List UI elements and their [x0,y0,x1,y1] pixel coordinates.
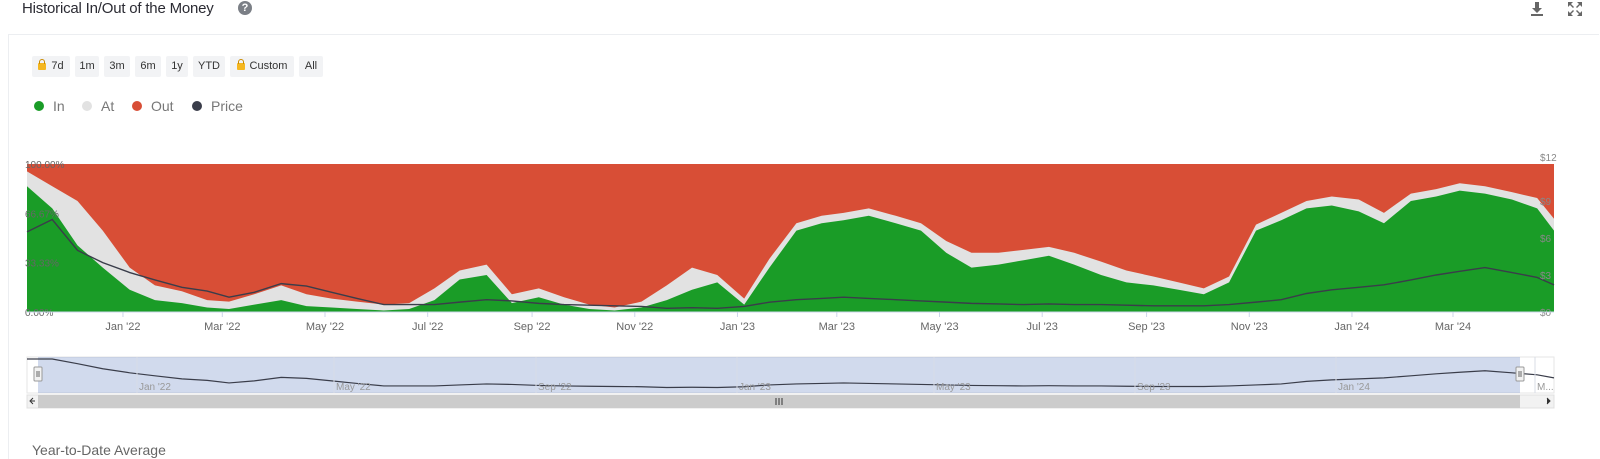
navigator-right-handle[interactable] [1515,366,1525,382]
navigator-tick-label: Sep '23 [1137,382,1171,393]
range-button-label: 6m [140,60,156,72]
legend-label: In [53,98,65,114]
chart-panel [8,34,1599,459]
legend-dot-icon [192,101,202,111]
y-right-tick-label: $6 [1540,234,1552,245]
range-button-ytd[interactable]: YTD [193,56,225,77]
in-area [27,186,1554,312]
legend-label: Out [151,98,174,114]
x-tick-label: Mar '24 [1435,321,1471,333]
range-button-label: 7d [51,60,64,72]
y-left-tick-label: 33.33% [25,259,59,270]
x-tick-label: Jul '22 [412,321,443,333]
legend-label: Price [211,98,243,114]
y-left-tick-label: 100.00% [25,160,65,171]
x-tick-label: Jul '23 [1026,321,1057,333]
navigator-tick-label: May '22 [336,382,371,393]
range-button-label: YTD [198,60,220,72]
navigator[interactable]: Jan '22 May '22 Sep '22 Jan '23 May '23 Sep '… [26,356,1555,394]
range-button-label: 3m [109,60,125,72]
navigator-tick-label: Jan '24 [1338,382,1370,393]
navigator-tick-label: M... [1537,382,1554,393]
range-button-all[interactable]: All [299,56,323,77]
x-tick-label: Jan '22 [105,321,140,333]
navigator-tick-label: May '23 [936,382,971,393]
y-right-tick-label: $12 [1540,153,1557,164]
y-right-tick-label: $3 [1540,271,1552,282]
x-tick-label: Mar '22 [204,321,240,333]
x-tick-label: May '22 [306,321,344,333]
legend-dot-icon [34,101,44,111]
x-tick-label: Sep '22 [514,321,551,333]
range-button-1m[interactable]: 1m [75,56,99,77]
scroll-right-arrow-icon[interactable] [1546,397,1551,405]
legend-label: At [101,98,115,114]
x-tick-label: May '23 [920,321,958,333]
x-tick-label: Mar '23 [819,321,855,333]
fullscreen-icon[interactable] [1566,0,1584,18]
plot-area: 0.00% 33.33% 66.67% 100.00% $12 $9 $6 $3 $0 Jan '… [25,153,1557,333]
legend-dot-icon [132,101,142,111]
navigator-tick-label: Jan '22 [139,382,171,393]
x-tick-label: Nov '22 [616,321,653,333]
legend-item-at[interactable]: At [82,98,114,114]
year-to-date-average-heading: Year-to-Date Average [32,442,166,458]
range-button-3m[interactable]: 3m [104,56,130,77]
lock-icon [38,59,47,70]
legend-item-out[interactable]: Out [132,98,174,114]
x-tick-label: Jan '24 [1334,321,1369,333]
navigator-price-line [27,358,1555,389]
y-left-tick-label: 0.00% [25,308,53,319]
chart-header: Historical In/Out of the Money ? [0,0,1600,30]
y-right-tick-label: $9 [1540,197,1552,208]
lock-icon [236,59,245,70]
navigator-scrollbar[interactable] [26,394,1555,409]
download-icon[interactable] [1528,0,1546,18]
navigator-selected-range[interactable] [38,357,1520,393]
y-left-tick-label: 66.67% [25,209,59,220]
help-icon[interactable]: ? [238,1,252,15]
legend-item-price[interactable]: Price [192,98,243,114]
x-tick-label: Jan '23 [720,321,755,333]
range-button-label: Custom [249,60,288,72]
range-button-label: 1m [79,60,95,72]
x-tick-label: Sep '23 [1128,321,1165,333]
range-button-label: All [304,60,318,72]
legend-dot-icon [82,101,92,111]
range-button-custom[interactable]: Custom [230,56,294,77]
navigator-background [26,356,1555,394]
navigator-left-handle[interactable] [33,366,43,382]
chart-title: Historical In/Out of the Money [22,0,214,17]
scroll-left-arrow-icon[interactable] [29,397,35,405]
navigator-tick-label: Sep '22 [538,382,572,393]
legend-item-in[interactable]: In [34,98,65,114]
range-button-1y[interactable]: 1y [166,56,188,77]
y-right-tick-label: $0 [1540,308,1552,319]
x-tick-label: Nov '23 [1231,321,1268,333]
range-button-7d[interactable]: 7d [32,56,70,77]
range-button-label: 1y [171,60,183,72]
range-button-6m[interactable]: 6m [135,56,161,77]
navigator-tick-label: Jan '23 [739,382,771,393]
price-line [26,218,1555,310]
